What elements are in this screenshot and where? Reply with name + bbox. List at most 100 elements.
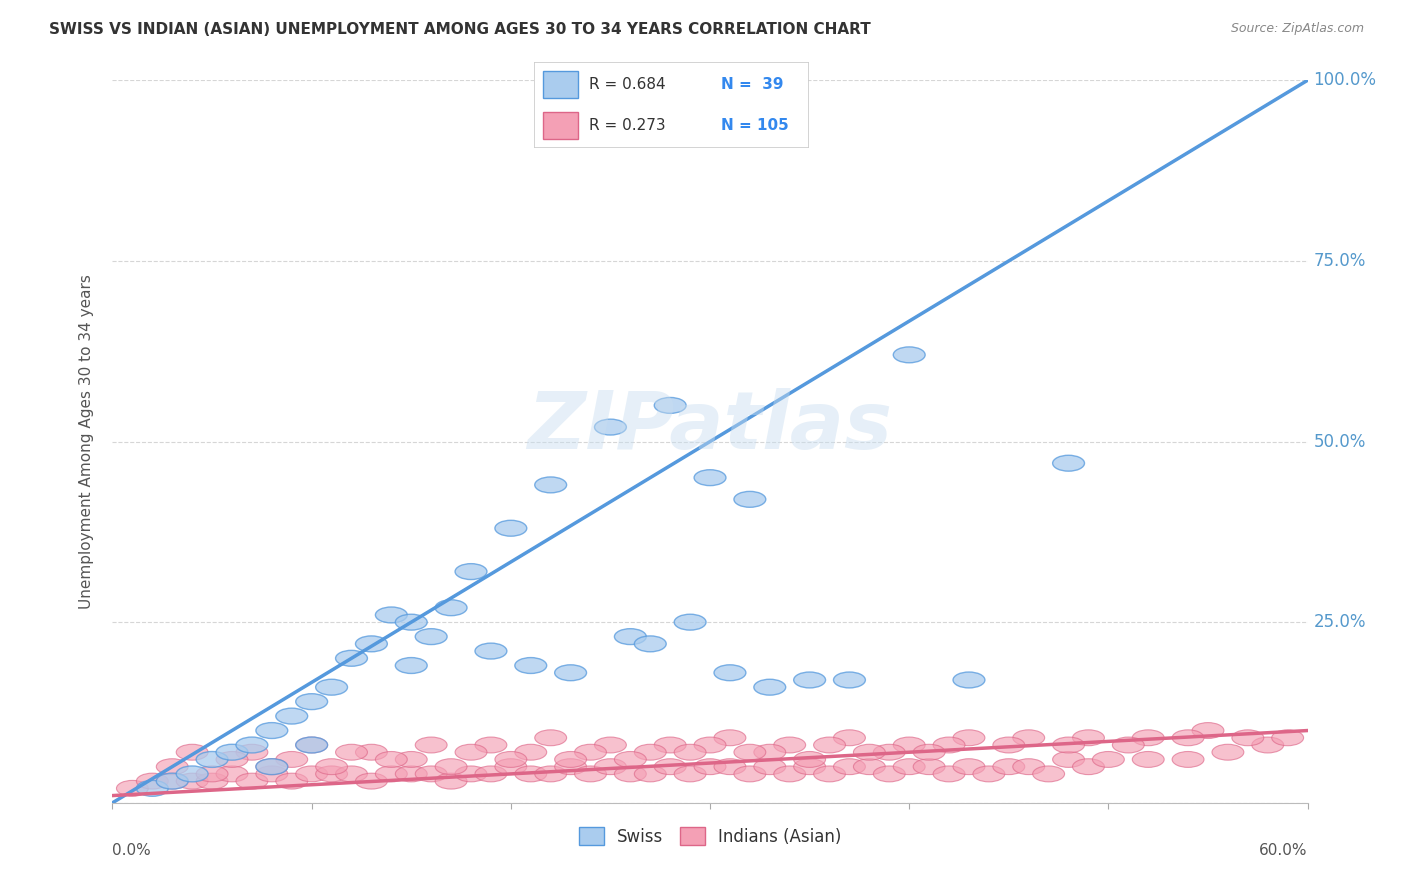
Ellipse shape [754,759,786,774]
Ellipse shape [1032,766,1064,782]
Ellipse shape [973,766,1005,782]
Ellipse shape [136,773,169,789]
Ellipse shape [176,766,208,782]
Ellipse shape [295,737,328,753]
Ellipse shape [794,751,825,767]
Ellipse shape [1073,759,1105,774]
Text: ZIPatlas: ZIPatlas [527,388,893,467]
Ellipse shape [1112,737,1144,753]
Ellipse shape [714,730,747,746]
Ellipse shape [614,751,647,767]
Ellipse shape [1012,759,1045,774]
FancyBboxPatch shape [543,71,578,98]
Ellipse shape [495,759,527,774]
Ellipse shape [495,520,527,536]
Ellipse shape [1192,723,1225,739]
Ellipse shape [773,766,806,782]
Ellipse shape [1053,751,1084,767]
Ellipse shape [534,730,567,746]
Ellipse shape [176,744,208,760]
Ellipse shape [375,766,408,782]
Ellipse shape [375,607,408,623]
Ellipse shape [873,744,905,760]
Ellipse shape [1092,751,1125,767]
Ellipse shape [794,672,825,688]
Ellipse shape [695,737,725,753]
Ellipse shape [595,737,627,753]
Ellipse shape [415,737,447,753]
Ellipse shape [197,751,228,767]
Ellipse shape [953,672,986,688]
Ellipse shape [256,766,288,782]
Ellipse shape [415,766,447,782]
Ellipse shape [316,759,347,774]
Ellipse shape [754,744,786,760]
Ellipse shape [714,665,747,681]
Ellipse shape [934,737,965,753]
Ellipse shape [834,759,866,774]
Ellipse shape [1173,730,1204,746]
Ellipse shape [336,744,367,760]
Ellipse shape [395,615,427,630]
Ellipse shape [675,766,706,782]
Text: R = 0.684: R = 0.684 [589,77,665,92]
Ellipse shape [395,766,427,782]
Ellipse shape [893,737,925,753]
Ellipse shape [515,657,547,673]
Text: 100.0%: 100.0% [1313,71,1376,89]
Ellipse shape [256,759,288,774]
Ellipse shape [256,759,288,774]
Ellipse shape [675,615,706,630]
Ellipse shape [336,766,367,782]
Ellipse shape [754,679,786,695]
Ellipse shape [914,744,945,760]
Ellipse shape [495,751,527,767]
Ellipse shape [695,470,725,485]
Ellipse shape [515,766,547,782]
Ellipse shape [853,744,886,760]
Ellipse shape [1232,730,1264,746]
Ellipse shape [695,759,725,774]
Ellipse shape [555,665,586,681]
Ellipse shape [1173,751,1204,767]
Ellipse shape [654,398,686,413]
Ellipse shape [634,766,666,782]
Ellipse shape [375,751,408,767]
Ellipse shape [356,773,388,789]
Ellipse shape [436,599,467,615]
Ellipse shape [614,766,647,782]
Ellipse shape [475,643,508,659]
Ellipse shape [1212,744,1244,760]
Ellipse shape [654,759,686,774]
Ellipse shape [456,766,486,782]
Ellipse shape [834,730,866,746]
Ellipse shape [117,780,149,797]
Ellipse shape [1073,730,1105,746]
Ellipse shape [1012,730,1045,746]
Ellipse shape [217,744,247,760]
Ellipse shape [236,773,269,789]
Ellipse shape [595,759,627,774]
Ellipse shape [654,737,686,753]
Ellipse shape [814,766,845,782]
Ellipse shape [475,766,508,782]
Ellipse shape [395,751,427,767]
Ellipse shape [276,751,308,767]
Ellipse shape [1053,455,1084,471]
Ellipse shape [136,780,169,797]
Ellipse shape [295,766,328,782]
Ellipse shape [515,744,547,760]
Ellipse shape [734,491,766,508]
Legend: Swiss, Indians (Asian): Swiss, Indians (Asian) [572,821,848,852]
Ellipse shape [295,694,328,710]
Ellipse shape [953,730,986,746]
Ellipse shape [236,744,269,760]
Ellipse shape [336,650,367,666]
Text: SWISS VS INDIAN (ASIAN) UNEMPLOYMENT AMONG AGES 30 TO 34 YEARS CORRELATION CHART: SWISS VS INDIAN (ASIAN) UNEMPLOYMENT AMO… [49,22,870,37]
Ellipse shape [276,708,308,724]
Ellipse shape [456,744,486,760]
Ellipse shape [794,759,825,774]
Ellipse shape [395,657,427,673]
Ellipse shape [316,679,347,695]
Text: 60.0%: 60.0% [1260,843,1308,857]
